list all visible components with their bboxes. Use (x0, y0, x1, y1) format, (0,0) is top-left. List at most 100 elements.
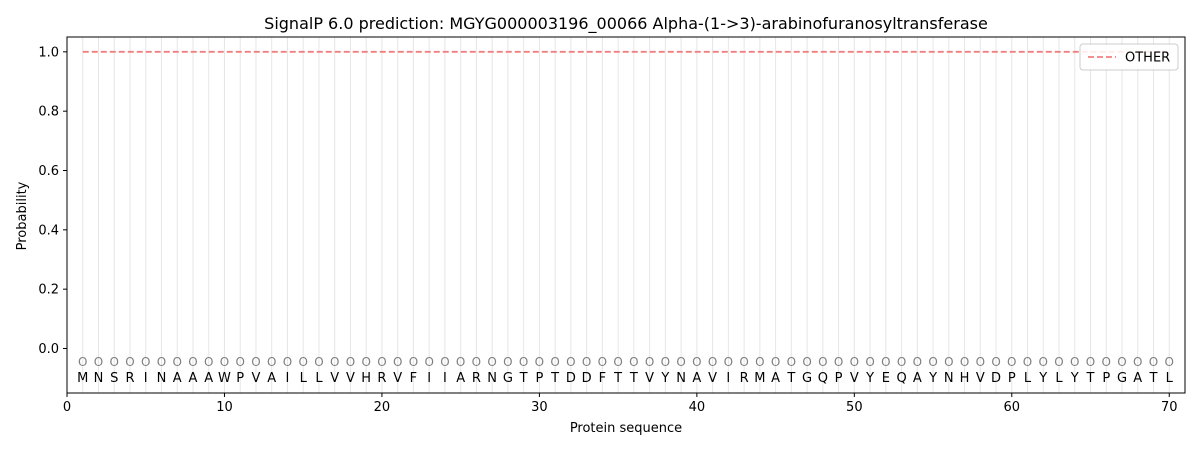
residue-letter: Q (896, 371, 906, 386)
residue-state-label: O (1133, 355, 1142, 369)
residue-state-label: O (739, 355, 748, 369)
residue-state-label: O (1149, 355, 1158, 369)
residue-letter: I (443, 371, 447, 386)
residue-state-label: O (235, 355, 244, 369)
residue-letter: A (771, 371, 780, 386)
residue-letter: D (582, 371, 592, 386)
x-tick-label: 40 (689, 400, 706, 415)
residue-state-label: O (361, 355, 370, 369)
residue-state-label: O (629, 355, 638, 369)
residue-state-label: O (188, 355, 197, 369)
residue-state-label: O (881, 355, 890, 369)
residue-state-label: O (78, 355, 87, 369)
residue-letter: F (410, 371, 417, 386)
residue-letter: T (519, 371, 528, 386)
residue-letter: N (157, 371, 167, 386)
residue-state-label: O (1023, 355, 1032, 369)
residue-letter: Y (928, 371, 937, 386)
residue-letter: A (456, 371, 465, 386)
residue-state-label: O (771, 355, 780, 369)
y-tick-label: 0.0 (38, 342, 59, 357)
residue-letter: E (882, 371, 890, 386)
y-tick-label: 0.4 (38, 223, 59, 238)
residue-state-label: O (897, 355, 906, 369)
residue-letter: L (1024, 371, 1032, 386)
residue-letter: Y (660, 371, 669, 386)
residue-letter: G (802, 371, 812, 386)
residue-state-label: O (204, 355, 213, 369)
residue-state-label: O (613, 355, 622, 369)
residue-letter: N (676, 371, 686, 386)
residue-letter: P (236, 371, 244, 386)
residue-letter: T (786, 371, 795, 386)
x-tick-label: 50 (846, 400, 863, 415)
residue-state-label: O (377, 355, 386, 369)
residue-state-label: O (913, 355, 922, 369)
residue-state-label: O (787, 355, 796, 369)
y-tick-label: 0.2 (38, 283, 59, 298)
residue-letter: F (599, 371, 606, 386)
residue-state-label: O (251, 355, 260, 369)
residue-letter: Y (865, 371, 874, 386)
residue-letter: T (613, 371, 622, 386)
residue-state-label: O (1007, 355, 1016, 369)
x-tick-label: 20 (374, 400, 391, 415)
residue-letter: N (94, 371, 104, 386)
residue-state-label: O (110, 355, 119, 369)
residue-letter: P (1008, 371, 1016, 386)
residue-state-label: O (94, 355, 103, 369)
residue-state-label: O (1070, 355, 1079, 369)
residue-state-label: O (125, 355, 134, 369)
residue-state-label: O (298, 355, 307, 369)
residue-state-label: O (535, 355, 544, 369)
residue-state-label: O (802, 355, 811, 369)
residue-state-label: O (550, 355, 559, 369)
residue-letter: A (692, 371, 701, 386)
y-tick-label: 0.6 (38, 164, 59, 179)
residue-letter: T (629, 371, 638, 386)
x-tick-label: 0 (63, 400, 71, 415)
legend-box (1079, 43, 1179, 71)
residue-letter: I (286, 371, 290, 386)
residue-letter: M (754, 371, 765, 386)
residue-letter: P (535, 371, 543, 386)
chart-title: SignalP 6.0 prediction: MGYG000003196_00… (264, 14, 988, 34)
residue-letter: I (427, 371, 431, 386)
x-tick-label: 60 (1004, 400, 1021, 415)
residue-letter: G (503, 371, 513, 386)
residue-state-label: O (1086, 355, 1095, 369)
residue-letter: I (144, 371, 148, 386)
residue-state-label: O (346, 355, 355, 369)
residue-letter: T (1086, 371, 1095, 386)
residue-letter: W (218, 371, 231, 386)
residue-state-label: O (283, 355, 292, 369)
residue-letter: V (708, 371, 717, 386)
residue-state-label: O (944, 355, 953, 369)
residue-letter: N (944, 371, 954, 386)
residue-state-label: O (724, 355, 733, 369)
residue-state-label: O (692, 355, 701, 369)
residue-letter: V (252, 371, 261, 386)
residue-state-label: O (645, 355, 654, 369)
residue-letter: A (1133, 371, 1142, 386)
legend-label: OTHER (1125, 51, 1170, 66)
residue-state-label: O (456, 355, 465, 369)
residue-letter: Q (818, 371, 828, 386)
y-tick-label: 1.0 (38, 45, 59, 60)
x-tick-label: 70 (1161, 400, 1178, 415)
residue-letter: P (835, 371, 843, 386)
residue-state-label: O (661, 355, 670, 369)
plot-frame (66, 36, 1186, 394)
residue-letter: D (566, 371, 576, 386)
residue-state-label: O (314, 355, 323, 369)
residue-letter: R (125, 371, 134, 386)
residue-state-label: O (330, 355, 339, 369)
residue-letter: R (740, 371, 749, 386)
residue-state-label: O (676, 355, 685, 369)
residue-letter: V (346, 371, 355, 386)
residue-letter: N (487, 371, 497, 386)
residue-letter: V (645, 371, 654, 386)
residue-state-label: O (818, 355, 827, 369)
y-tick-label: 0.8 (38, 105, 59, 120)
residue-state-label: O (1102, 355, 1111, 369)
